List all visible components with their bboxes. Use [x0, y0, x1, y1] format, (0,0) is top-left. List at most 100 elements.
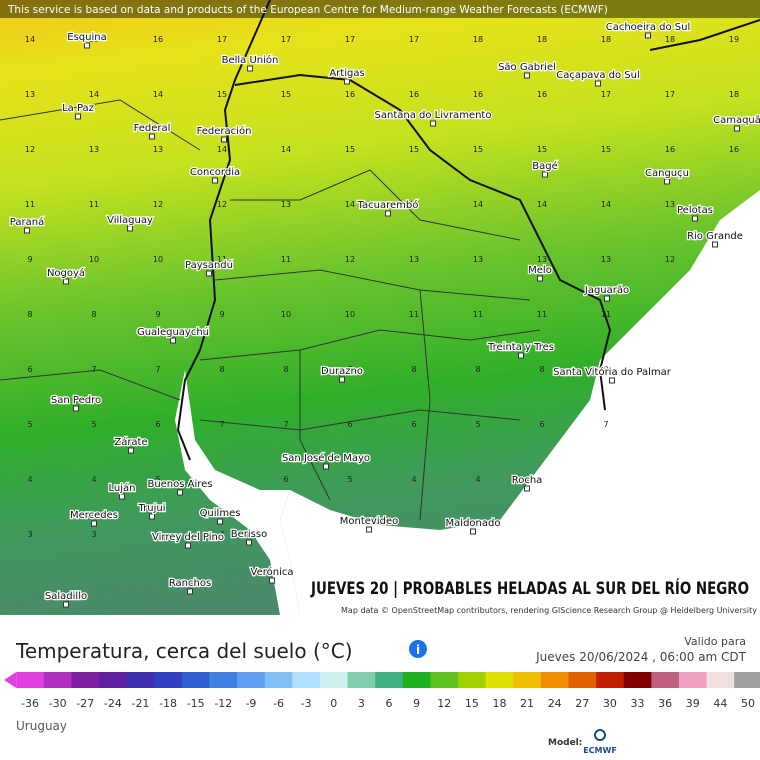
- city-label: Buenos Aires: [147, 479, 212, 490]
- city-marker: [187, 588, 193, 595]
- city-label: Federal: [134, 123, 171, 134]
- grid-value: 8: [219, 365, 224, 374]
- colorbar-segment: [16, 672, 45, 688]
- city-label: Pelotas: [677, 205, 713, 216]
- colorbar-tick-label: 0: [330, 697, 337, 710]
- city-label: Rio Grande: [687, 231, 743, 242]
- city-marker: [664, 178, 670, 185]
- grid-value: 14: [153, 90, 163, 99]
- colorbar-tick-label: 15: [465, 697, 479, 710]
- grid-value: 5: [27, 420, 32, 429]
- city-marker: [518, 352, 524, 359]
- colorbar-segment: [375, 672, 404, 688]
- city-marker: [609, 377, 615, 384]
- grid-value: 14: [281, 145, 291, 154]
- city-label: Jaguarão: [584, 285, 629, 296]
- city-marker: [73, 405, 79, 412]
- panel-title: Temperatura, cerca del suelo (°C): [15, 639, 353, 663]
- grid-value: 15: [217, 90, 227, 99]
- grid-value: 15: [345, 145, 355, 154]
- grid-value: 11: [217, 255, 227, 264]
- colorbar-segment: [237, 672, 266, 688]
- grid-value: 8: [91, 310, 96, 319]
- colorbar-segment: [678, 672, 708, 688]
- city-marker: [366, 526, 372, 533]
- colorbar-tick-label: 12: [437, 697, 451, 710]
- grid-value: 9: [27, 255, 32, 264]
- city-marker: [604, 295, 610, 302]
- colorbar-tick-label: 39: [686, 697, 700, 710]
- grid-value: 7: [603, 420, 608, 429]
- city-label: Quilmes: [200, 508, 241, 519]
- grid-value: 14: [25, 35, 35, 44]
- city-marker: [127, 225, 133, 232]
- city-marker: [247, 65, 253, 72]
- city-label: Zárate: [114, 436, 147, 448]
- grid-value: 16: [729, 145, 739, 154]
- colorbar-segment: [706, 672, 735, 688]
- grid-value: 19: [729, 35, 739, 44]
- grid-value: 16: [473, 90, 483, 99]
- grid-value: 9: [603, 365, 608, 374]
- grid-value: 18: [473, 35, 483, 44]
- grid-value: 9: [219, 310, 224, 319]
- city-marker: [75, 113, 81, 120]
- grid-value: 11: [601, 310, 611, 319]
- city-label: San Pedro: [51, 395, 101, 406]
- colorbar-tick-label: -27: [76, 697, 94, 710]
- grid-value: 11: [25, 200, 35, 209]
- colorbar-segment: [568, 672, 597, 688]
- city-label: Trujui: [138, 503, 166, 514]
- colorbar-tick-label: -12: [214, 697, 232, 710]
- banner: This service is based on data and produc…: [7, 4, 608, 16]
- grid-value: 8: [411, 365, 416, 374]
- colorbar-arrow-right: [756, 674, 760, 686]
- grid-value: 14: [345, 200, 355, 209]
- grid-value: 17: [345, 35, 355, 44]
- city-marker: [524, 485, 530, 492]
- grid-value: 14: [473, 200, 483, 209]
- colorbar-segment: [623, 672, 652, 688]
- grid-value: 4: [27, 475, 32, 484]
- grid-value: 6: [27, 365, 32, 374]
- colorbar-tick-label: 3: [358, 697, 365, 710]
- city-marker: [170, 337, 176, 344]
- grid-value: 7: [347, 365, 352, 374]
- info-icon-glyph: i: [416, 643, 420, 657]
- colorbar-segment: [126, 672, 155, 688]
- colorbar-tick-label: 18: [492, 697, 506, 710]
- city-marker: [84, 42, 90, 49]
- city-label: Concordia: [190, 167, 240, 178]
- colorbar-segment: [43, 672, 72, 688]
- city-marker: [221, 136, 227, 143]
- grid-value: 11: [89, 200, 99, 209]
- colorbar: -36 -30 -27 -24 -21 -18 -15 -12 -9 -6 -3 0 3 6 9 12 15 18…: [4, 672, 760, 710]
- colorbar-segment: [181, 672, 210, 688]
- grid-value: 15: [409, 145, 419, 154]
- grid-value: 18: [601, 35, 611, 44]
- info-icon[interactable]: [409, 640, 427, 658]
- colorbar-segment: [71, 672, 100, 688]
- city-marker: [128, 447, 134, 454]
- colorbar-segment: [154, 672, 183, 688]
- colorbar-tick-label: -36: [21, 697, 39, 710]
- grid-value: 14: [601, 200, 611, 209]
- grid-value: 5: [155, 475, 160, 484]
- grid-value: 5: [475, 420, 480, 429]
- city-label: Camaquã: [713, 115, 760, 126]
- colorbar-segment: [430, 672, 459, 688]
- grid-value: 16: [665, 145, 675, 154]
- city-label: Federación: [197, 125, 252, 137]
- legend-panel: Temperatura, cerca del suelo (°C) i Vali…: [4, 635, 760, 755]
- grid-value: 13: [281, 200, 291, 209]
- city-marker: [246, 539, 252, 546]
- city-marker: [470, 528, 476, 535]
- grid-value: 17: [281, 35, 291, 44]
- city-marker: [542, 171, 548, 178]
- city-label: Bella Unión: [222, 54, 279, 66]
- grid-value: 12: [25, 145, 35, 154]
- grid-value: 9: [155, 310, 160, 319]
- colorbar-segment: [734, 672, 760, 688]
- colorbar-segment: [540, 672, 569, 688]
- city-marker: [177, 489, 183, 496]
